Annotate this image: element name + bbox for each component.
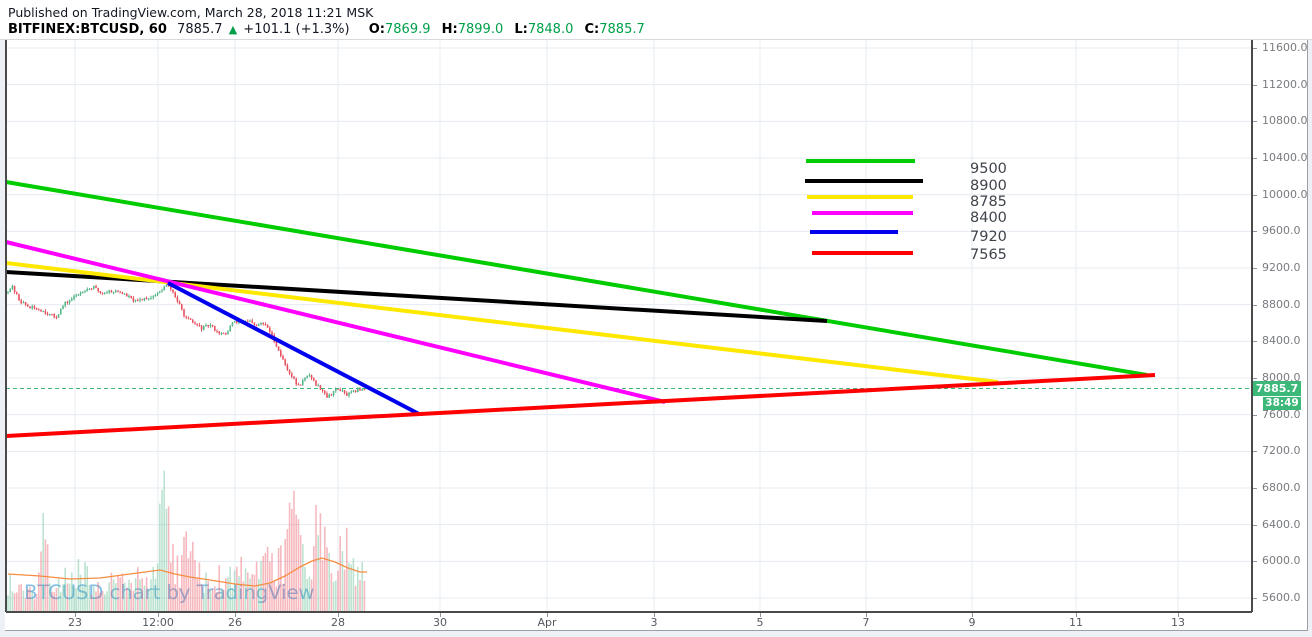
price-tick-label: 6000.0: [1262, 554, 1301, 567]
price-tick-label: 9600.0: [1262, 224, 1301, 237]
time-tick-label: 28: [331, 616, 345, 629]
header: Published on TradingView.com, March 28, …: [0, 0, 1312, 40]
time-tick-label: 5: [756, 616, 764, 629]
price-change: +101.1 (+1.3%): [243, 22, 350, 37]
time-tick-mark: [547, 613, 548, 617]
high-value: 7899.0: [457, 22, 504, 37]
legend-label-7565[interactable]: 7565: [970, 247, 1007, 263]
price-tick-mark: [1253, 231, 1257, 232]
price-tick-label: 8000.0: [1262, 371, 1301, 384]
time-tick-mark: [1076, 613, 1077, 617]
candlestick-series: [7, 284, 366, 398]
price-tick-mark: [1253, 121, 1257, 122]
trend-line-7565[interactable]: [5, 373, 1156, 438]
published-line: Published on TradingView.com, March 28, …: [8, 5, 374, 20]
legend-label-7920[interactable]: 7920: [970, 229, 1007, 245]
high-label: H:: [441, 22, 458, 37]
price-tick-mark: [1253, 488, 1257, 489]
legend-label-8900[interactable]: 8900: [970, 178, 1007, 194]
volume-series: [7, 470, 366, 612]
price-tick-label: 10000.0: [1262, 188, 1308, 201]
price-axis[interactable]: 7885.7 38:49 11600.0 11200.0 10800.0 10400.…: [1253, 40, 1308, 613]
ohlc-values: O:7869.9 H:7899.0 L:7848.0 C:7885.7: [362, 22, 645, 37]
price-tick-label: 10800.0: [1262, 114, 1308, 127]
time-tick-label: 13: [1171, 616, 1185, 629]
price-tick-mark: [1253, 48, 1257, 49]
price-tick-mark: [1253, 85, 1257, 86]
time-tick-mark: [338, 613, 339, 617]
price-tick-mark: [1253, 598, 1257, 599]
price-tick-label: 6800.0: [1262, 481, 1301, 494]
legend-label-8785[interactable]: 8785: [970, 194, 1007, 210]
legend-label-8400[interactable]: 8400: [970, 210, 1007, 226]
price-tick-mark: [1253, 158, 1257, 159]
price-tick-label: 6400.0: [1262, 518, 1301, 531]
low-label: L:: [514, 22, 528, 37]
time-tick-label: 11: [1069, 616, 1083, 629]
price-tick-mark: [1253, 451, 1257, 452]
open-label: O:: [368, 22, 385, 37]
symbol-title: BITFINEX:BTCUSD, 60: [8, 22, 167, 37]
up-arrow-icon: ▲: [228, 23, 238, 36]
time-tick-label: Apr: [537, 616, 557, 629]
current-price-badge: 7885.7: [1253, 381, 1301, 396]
open-value: 7869.9: [385, 22, 431, 37]
last-price: 7885.7: [177, 22, 223, 37]
price-tick-label: 5600.0: [1262, 591, 1301, 604]
time-tick-label: 12:00: [142, 616, 174, 629]
close-value: 7885.7: [599, 22, 645, 37]
symbol-quote-line: BITFINEX:BTCUSD, 60 7885.7 ▲ +101.1 (+1.…: [8, 22, 645, 37]
price-tick-mark: [1253, 341, 1257, 342]
time-tick-mark: [866, 613, 867, 617]
price-tick-label: 9200.0: [1262, 261, 1301, 274]
price-tick-label: 11200.0: [1262, 78, 1308, 91]
time-tick-mark: [972, 613, 973, 617]
price-tick-mark: [1253, 305, 1257, 306]
plot-area[interactable]: BTCUSD chart by TradingView 9500890087858…: [5, 40, 1253, 613]
price-tick-label: 7600.0: [1262, 408, 1301, 421]
price-tick-mark: [1253, 378, 1257, 379]
time-axis[interactable]: 23 12:00 26 28 30 Apr 3 5 7 9 11 13: [5, 613, 1307, 630]
price-tick-label: 7200.0: [1262, 444, 1301, 457]
time-tick-label: 9: [968, 616, 976, 629]
price-tick-label: 8800.0: [1262, 298, 1301, 311]
price-tick-mark: [1253, 415, 1257, 416]
countdown-badge: 38:49: [1263, 397, 1301, 410]
price-tick-mark: [1253, 525, 1257, 526]
time-tick-mark: [1178, 613, 1179, 617]
time-tick-mark: [158, 613, 159, 617]
trend-line-7920[interactable]: [167, 281, 420, 416]
trend-line-9500[interactable]: [5, 180, 1148, 377]
time-tick-label: 7: [862, 616, 870, 629]
close-label: C:: [584, 22, 600, 37]
time-tick-mark: [75, 613, 76, 617]
price-tick-label: 10400.0: [1262, 151, 1308, 164]
low-value: 7848.0: [527, 22, 574, 37]
tradingview-watermark: BTCUSD chart by TradingView: [24, 581, 315, 604]
time-tick-label: 30: [433, 616, 447, 629]
legend-label-9500[interactable]: 9500: [970, 161, 1007, 177]
time-tick-label: 23: [68, 616, 82, 629]
price-tick-mark: [1253, 268, 1257, 269]
price-tick-mark: [1253, 195, 1257, 196]
volume-ma-line: [7, 557, 367, 587]
time-tick-mark: [654, 613, 655, 617]
time-tick-label: 26: [228, 616, 242, 629]
time-tick-label: 3: [650, 616, 658, 629]
price-tick-label: 11600.0: [1262, 41, 1308, 54]
trend-line-8400[interactable]: [5, 240, 666, 404]
time-tick-mark: [440, 613, 441, 617]
price-tick-mark: [1253, 561, 1257, 562]
time-tick-mark: [235, 613, 236, 617]
time-tick-mark: [760, 613, 761, 617]
price-tick-label: 8400.0: [1262, 334, 1301, 347]
chart-widget: BTCUSD chart by TradingView9500890087858…: [5, 40, 1308, 631]
